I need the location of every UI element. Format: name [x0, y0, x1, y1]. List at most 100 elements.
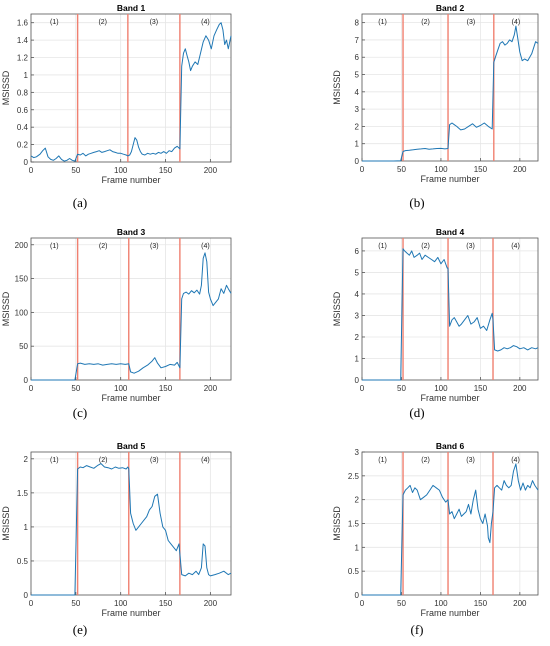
y-tick-label: 1 — [355, 543, 360, 552]
y-tick-label: 2 — [355, 496, 360, 505]
caption-c: (c) — [72, 405, 88, 420]
phase-label: (1) — [50, 243, 59, 250]
x-tick-label: 50 — [71, 599, 80, 608]
y-tick-label: 0 — [24, 591, 29, 600]
x-tick-label: 100 — [434, 599, 448, 608]
y-axis-label: MSISSD — [332, 70, 342, 105]
x-tick-label: 50 — [71, 166, 80, 175]
chart-title: Band 6 — [436, 441, 465, 451]
y-axis-label: MSISSD — [1, 70, 11, 105]
y-tick-label: 5 — [355, 71, 360, 80]
phase-label: (3) — [467, 19, 476, 26]
chart-2: 0 50 100 150 200 0 1 2 3 4 5 6 7 8 Band 2 Frame number M… — [332, 3, 539, 184]
caption-a: (a) — [72, 195, 88, 210]
y-tick-label: 200 — [15, 241, 29, 250]
x-tick-label: 0 — [360, 384, 365, 393]
x-tick-label: 150 — [474, 384, 488, 393]
y-tick-label: 3 — [355, 105, 360, 114]
x-tick-label: 0 — [29, 166, 34, 175]
x-tick-label: 0 — [29, 599, 34, 608]
phase-label: (3) — [150, 243, 159, 250]
y-tick-label: 2.5 — [348, 472, 360, 481]
phase-label: (3) — [466, 243, 475, 250]
phase-label: (1) — [50, 457, 59, 464]
y-tick-label: 0 — [355, 591, 360, 600]
x-tick-label: 0 — [29, 384, 34, 393]
x-tick-label: 200 — [513, 165, 527, 174]
x-tick-label: 200 — [204, 384, 218, 393]
x-tick-label: 100 — [434, 384, 448, 393]
phase-label: (2) — [421, 243, 430, 250]
phase-label: (4) — [201, 457, 210, 464]
x-tick-label: 50 — [397, 384, 406, 393]
y-axis-label: MSISSD — [1, 291, 11, 326]
x-axis-label: Frame number — [101, 175, 160, 185]
phase-label: (1) — [378, 457, 387, 464]
x-axis-label: Frame number — [420, 393, 479, 403]
chart-4: 0 50 100 150 200 0 1 2 3 4 5 6 Band 4 Frame number MSI… — [332, 227, 539, 403]
x-axis-label: Frame number — [101, 393, 160, 403]
chart-1: 0 50 100 150 200 0 0.2 0.4 0.6 0.8 1 1.2 1.4 1.6 Band … — [1, 3, 232, 185]
caption-d: (d) — [409, 405, 425, 420]
x-axis-label: Frame number — [101, 608, 160, 618]
y-axis-label: MSISSD — [1, 506, 11, 541]
chart-title: Band 1 — [117, 3, 146, 13]
y-tick-label: 100 — [15, 308, 29, 317]
y-tick-label: 1.6 — [17, 19, 29, 28]
y-tick-label: 7 — [355, 36, 360, 45]
y-tick-label: 4 — [355, 88, 360, 97]
y-tick-label: 1.5 — [17, 489, 29, 498]
series-line — [31, 463, 232, 596]
y-tick-label: 5 — [355, 268, 360, 277]
y-tick-label: 0.8 — [17, 88, 29, 97]
x-tick-label: 100 — [114, 599, 128, 608]
y-tick-label: 0.5 — [348, 567, 360, 576]
y-tick-label: 0 — [24, 376, 29, 385]
series-line — [31, 252, 232, 381]
x-tick-label: 50 — [397, 599, 406, 608]
phase-label: (4) — [511, 243, 520, 250]
chart-6: 0 50 100 150 200 0 0.5 1 1.5 2 2.5 3 Band 6 Frame num… — [332, 441, 539, 618]
x-tick-label: 50 — [71, 384, 80, 393]
phase-label: (1) — [378, 243, 387, 250]
x-tick-label: 150 — [474, 599, 488, 608]
y-tick-label: 4 — [355, 290, 360, 299]
chart-3: 0 50 100 150 200 0 50 100 150 200 Band 3 Frame numb… — [1, 227, 232, 403]
y-tick-label: 2 — [355, 122, 360, 131]
y-tick-label: 0 — [355, 157, 360, 166]
y-tick-label: 1.5 — [348, 520, 360, 529]
plot-area-frame — [361, 237, 539, 381]
y-tick-label: 0 — [24, 158, 29, 167]
y-tick-label: 0.5 — [17, 557, 29, 566]
y-tick-label: 50 — [19, 342, 28, 351]
phase-label: (1) — [378, 19, 387, 26]
chart-title: Band 3 — [117, 227, 146, 237]
y-tick-label: 0 — [355, 376, 360, 385]
caption-f: (f) — [410, 622, 424, 637]
x-tick-label: 50 — [397, 165, 406, 174]
chart-title: Band 5 — [117, 441, 146, 451]
series-line — [30, 22, 232, 162]
y-tick-label: 1.4 — [17, 36, 29, 45]
plot-area-frame — [361, 13, 539, 162]
x-tick-label: 200 — [513, 599, 527, 608]
y-tick-label: 6 — [355, 247, 360, 256]
x-tick-label: 150 — [474, 165, 488, 174]
x-tick-label: 200 — [513, 384, 527, 393]
phase-label: (2) — [421, 19, 430, 26]
x-tick-label: 100 — [114, 166, 128, 175]
chart-title: Band 4 — [436, 227, 465, 237]
x-tick-label: 200 — [204, 166, 218, 175]
x-tick-label: 100 — [434, 165, 448, 174]
x-tick-label: 0 — [360, 165, 365, 174]
phase-label: (4) — [201, 243, 210, 250]
x-tick-label: 150 — [159, 166, 173, 175]
phase-label: (2) — [421, 457, 430, 464]
phase-label: (4) — [511, 457, 520, 464]
plot-area-frame — [30, 237, 232, 381]
y-axis-label: MSISSD — [332, 291, 342, 326]
x-axis-label: Frame number — [420, 608, 479, 618]
chart-5: 0 50 100 150 200 0 0.5 1 1.5 2 Band 5 Frame number M… — [1, 441, 232, 618]
y-tick-label: 2 — [355, 333, 360, 342]
